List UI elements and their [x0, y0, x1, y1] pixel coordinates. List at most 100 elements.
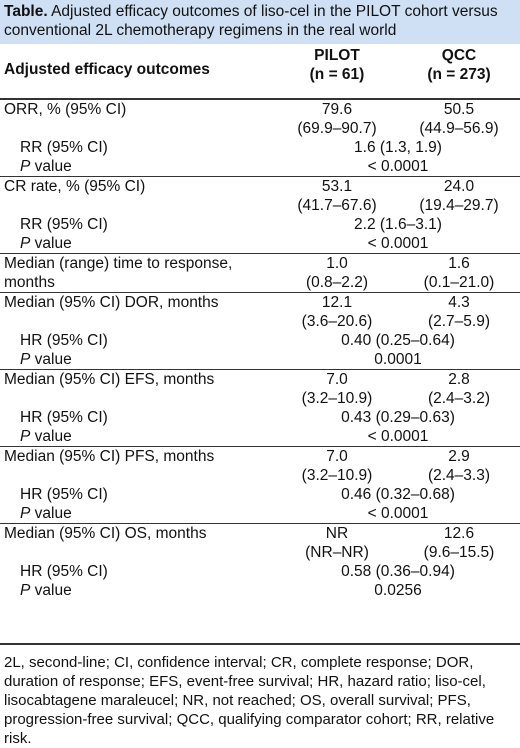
outcome-label: ORR, % (95% CI)	[0, 98, 276, 138]
stat-value: 1.6 (1.3, 1.9)	[354, 139, 442, 156]
outcome-label-line: Median (range) time to response,	[4, 255, 233, 272]
qcc-ci: (0.1–21.0)	[423, 274, 495, 291]
p-value-row: P value < 0.0001	[0, 504, 520, 524]
pilot-estimate: 12.1	[321, 294, 353, 311]
table-row: Median (95% CI) OS, months NR (NR–NR) 12.6 (…	[0, 523, 520, 562]
stat-row: HR (95% CI) 0.43 (0.29–0.63)	[0, 408, 520, 427]
pilot-ci: (41.7–67.6)	[297, 197, 377, 214]
p-letter: P	[20, 428, 31, 445]
p-value: < 0.0001	[367, 235, 429, 252]
efficacy-table: Adjusted efficacy outcomes PILOT (n = 61…	[0, 44, 520, 600]
pilot-ci: (NR–NR)	[305, 544, 369, 561]
p-value-label: P value	[0, 350, 276, 370]
stat-label: HR (95% CI)	[20, 332, 108, 349]
stat-value: 0.40 (0.25–0.64)	[341, 332, 455, 349]
p-value: < 0.0001	[367, 505, 429, 522]
p-value-row: P value < 0.0001	[0, 427, 520, 447]
p-letter: P	[20, 235, 31, 252]
header-qcc-n: (n = 273)	[427, 66, 491, 83]
stat-row: RR (95% CI) 2.2 (1.6–3.1)	[0, 215, 520, 234]
outcome-label: Median (95% CI) DOR, months	[0, 292, 276, 331]
stat-value: 0.46 (0.32–0.68)	[341, 486, 455, 503]
table-row: ORR, % (95% CI) 79.6 (69.9–90.7) 50.5 (44.9–…	[0, 98, 520, 138]
pilot-value: 7.0 (3.2–10.9)	[276, 446, 398, 485]
qcc-ci: (9.6–15.5)	[423, 544, 495, 561]
table-row: Median (95% CI) EFS, months 7.0 (3.2–10.9)…	[0, 369, 520, 408]
stat-label: HR (95% CI)	[20, 563, 108, 580]
stat-row: HR (95% CI) 0.40 (0.25–0.64)	[0, 331, 520, 350]
pilot-estimate: 1.0	[326, 255, 348, 272]
p-value-row: P value < 0.0001	[0, 157, 520, 177]
p-letter: P	[20, 158, 31, 175]
p-letter: P	[20, 505, 31, 522]
pilot-value: 1.0 (0.8–2.2)	[276, 253, 398, 293]
pilot-estimate: NR	[325, 525, 349, 542]
stat-label: RR (95% CI)	[20, 139, 108, 156]
p-suffix: value	[30, 582, 72, 599]
pilot-estimate: 79.6	[321, 101, 353, 118]
p-value: < 0.0001	[367, 428, 429, 445]
stat-label: HR (95% CI)	[20, 409, 108, 426]
p-suffix: value	[30, 428, 72, 445]
p-letter: P	[20, 582, 31, 599]
footnote: 2L, second-line; CI, confidence interval…	[0, 643, 520, 748]
pilot-ci: (3.6–20.6)	[301, 313, 373, 330]
outcome-label: Median (95% CI) OS, months	[0, 523, 276, 562]
table-row: Median (range) time to response, months 1.…	[0, 253, 520, 293]
pilot-ci: (3.2–10.9)	[301, 390, 373, 407]
outcome-label-line: Median (95% CI) EFS, months	[4, 371, 215, 388]
header-qcc: QCC (n = 273)	[398, 44, 520, 100]
stat-row: HR (95% CI) 0.58 (0.36–0.94)	[0, 562, 520, 581]
qcc-value: 2.8 (2.4–3.2)	[398, 369, 520, 408]
qcc-value: 24.0 (19.4–29.7)	[398, 176, 520, 215]
header-pilot-name: PILOT	[314, 47, 360, 64]
caption-text: Adjusted efficacy outcomes of liso-cel i…	[4, 3, 498, 39]
table-row: CR rate, % (95% CI) 53.1 (41.7–67.6) 24.0 (1…	[0, 176, 520, 215]
stat-row: RR (95% CI) 1.6 (1.3, 1.9)	[0, 138, 520, 157]
qcc-estimate: 50.5	[443, 101, 475, 118]
outcome-label: Median (range) time to response, months	[0, 253, 276, 293]
pilot-value: 79.6 (69.9–90.7)	[276, 98, 398, 138]
stat-value: 2.2 (1.6–3.1)	[354, 216, 442, 233]
p-value-row: P value < 0.0001	[0, 234, 520, 254]
p-value-label: P value	[0, 504, 276, 524]
pilot-ci: (0.8–2.2)	[305, 274, 369, 291]
header-pilot: PILOT (n = 61)	[276, 44, 398, 100]
qcc-ci: (2.4–3.2)	[427, 390, 491, 407]
outcome-label-line: Median (95% CI) OS, months	[4, 525, 207, 542]
qcc-estimate: 12.6	[443, 525, 475, 542]
outcome-label-line: Median (95% CI) PFS, months	[4, 448, 215, 465]
pilot-estimate: 7.0	[326, 448, 348, 465]
p-value-label: P value	[0, 581, 276, 600]
header-pilot-n: (n = 61)	[309, 66, 365, 83]
table-row: Median (95% CI) PFS, months 7.0 (3.2–10.9)…	[0, 446, 520, 485]
p-value-label: P value	[0, 234, 276, 254]
pilot-estimate: 53.1	[321, 178, 353, 195]
table-row: Median (95% CI) DOR, months 12.1 (3.6–20.6…	[0, 292, 520, 331]
qcc-ci: (2.4–3.3)	[427, 467, 491, 484]
qcc-value: 1.6 (0.1–21.0)	[398, 253, 520, 293]
outcome-label-line: months	[4, 274, 55, 291]
outcome-label: CR rate, % (95% CI)	[0, 176, 276, 215]
stat-label: RR (95% CI)	[20, 216, 108, 233]
qcc-estimate: 24.0	[443, 178, 475, 195]
outcome-label-line: ORR, % (95% CI)	[4, 101, 127, 118]
stat-label: HR (95% CI)	[20, 486, 108, 503]
p-suffix: value	[30, 351, 72, 368]
qcc-estimate: 1.6	[448, 255, 470, 272]
qcc-ci: (19.4–29.7)	[419, 197, 499, 214]
pilot-value: 53.1 (41.7–67.6)	[276, 176, 398, 215]
p-value-label: P value	[0, 157, 276, 177]
qcc-estimate: 2.9	[448, 448, 470, 465]
qcc-estimate: 4.3	[448, 294, 470, 311]
outcome-label-line: Median (95% CI) DOR, months	[4, 294, 219, 311]
p-value-row: P value 0.0001	[0, 350, 520, 370]
pilot-estimate: 7.0	[326, 371, 348, 388]
stat-row: HR (95% CI) 0.46 (0.32–0.68)	[0, 485, 520, 504]
qcc-value: 2.9 (2.4–3.3)	[398, 446, 520, 485]
qcc-ci: (2.7–5.9)	[427, 313, 491, 330]
pilot-ci: (3.2–10.9)	[301, 467, 373, 484]
caption-label: Table.	[4, 3, 48, 20]
qcc-estimate: 2.8	[448, 371, 470, 388]
pilot-ci: (69.9–90.7)	[297, 120, 377, 137]
